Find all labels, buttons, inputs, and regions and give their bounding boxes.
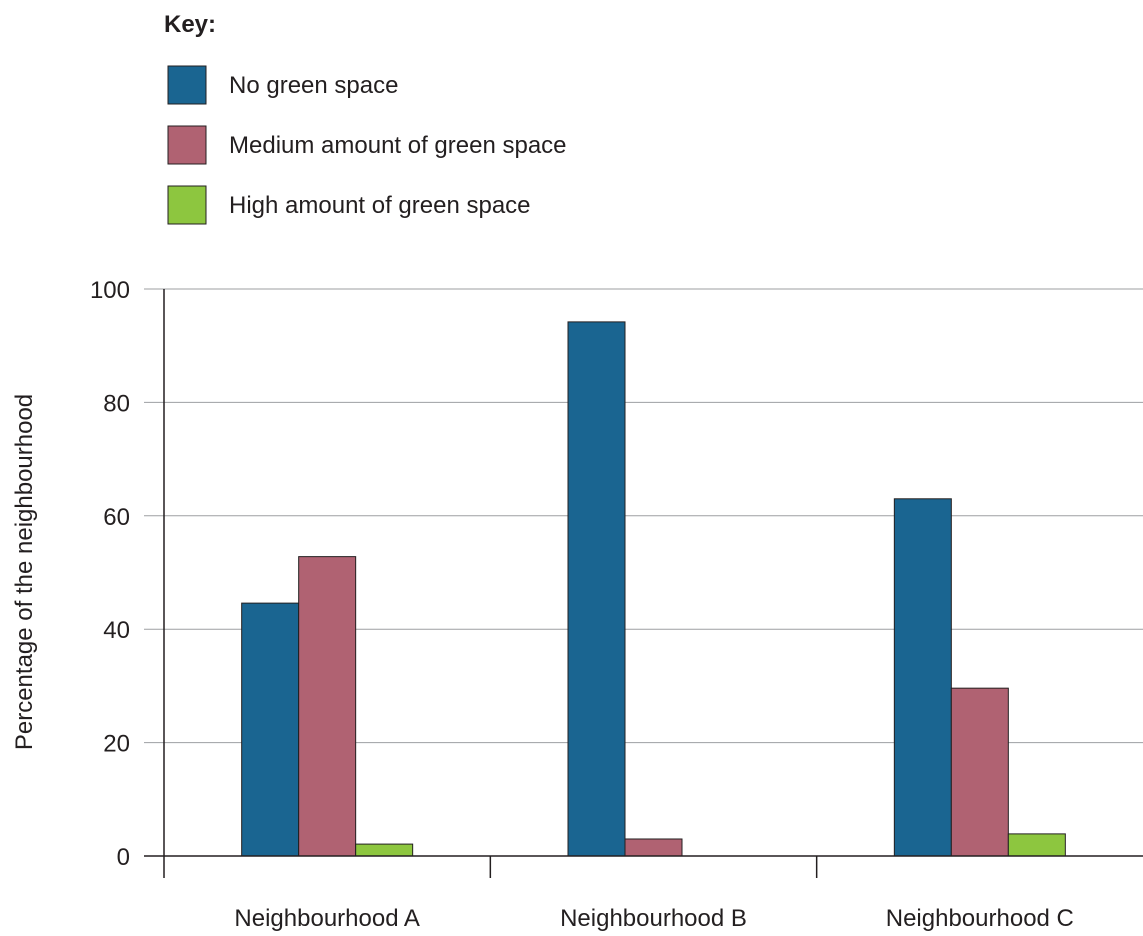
y-tick-label: 80 (103, 390, 130, 417)
legend-items: No green space Medium amount of green spa… (167, 65, 567, 225)
bar (893, 498, 952, 857)
bar (241, 602, 300, 857)
bar (624, 838, 683, 857)
bar (1007, 833, 1066, 857)
y-tick-label: 0 (117, 844, 130, 871)
y-tick-label: 20 (103, 731, 130, 758)
bars (241, 321, 1066, 857)
x-tick-label: Neighbourhood C (886, 905, 1074, 932)
legend-label: Medium amount of green space (229, 132, 567, 159)
bar (298, 556, 357, 857)
bar (567, 321, 626, 857)
legend-swatch (167, 125, 207, 165)
bar (355, 843, 414, 857)
x-tick-label: Neighbourhood A (234, 905, 419, 932)
y-axis: 0 20 40 60 80 100 (90, 277, 130, 871)
y-tick-label: 40 (103, 617, 130, 644)
y-tick-label: 60 (103, 504, 130, 531)
legend-title: Key: (164, 11, 216, 38)
legend: Key: No green space Medium amount of gree… (164, 11, 567, 225)
legend-swatch (167, 65, 207, 105)
bar (950, 687, 1009, 857)
legend-label: No green space (229, 72, 398, 99)
legend-swatch (167, 185, 207, 225)
y-tick-label: 100 (90, 277, 130, 304)
y-axis-label: Percentage of the neighbourhood (11, 394, 38, 750)
legend-label: High amount of green space (229, 192, 531, 219)
x-axis: Neighbourhood A Neighbourhood B Neighbourh… (144, 289, 1143, 932)
x-tick-label: Neighbourhood B (560, 905, 747, 932)
